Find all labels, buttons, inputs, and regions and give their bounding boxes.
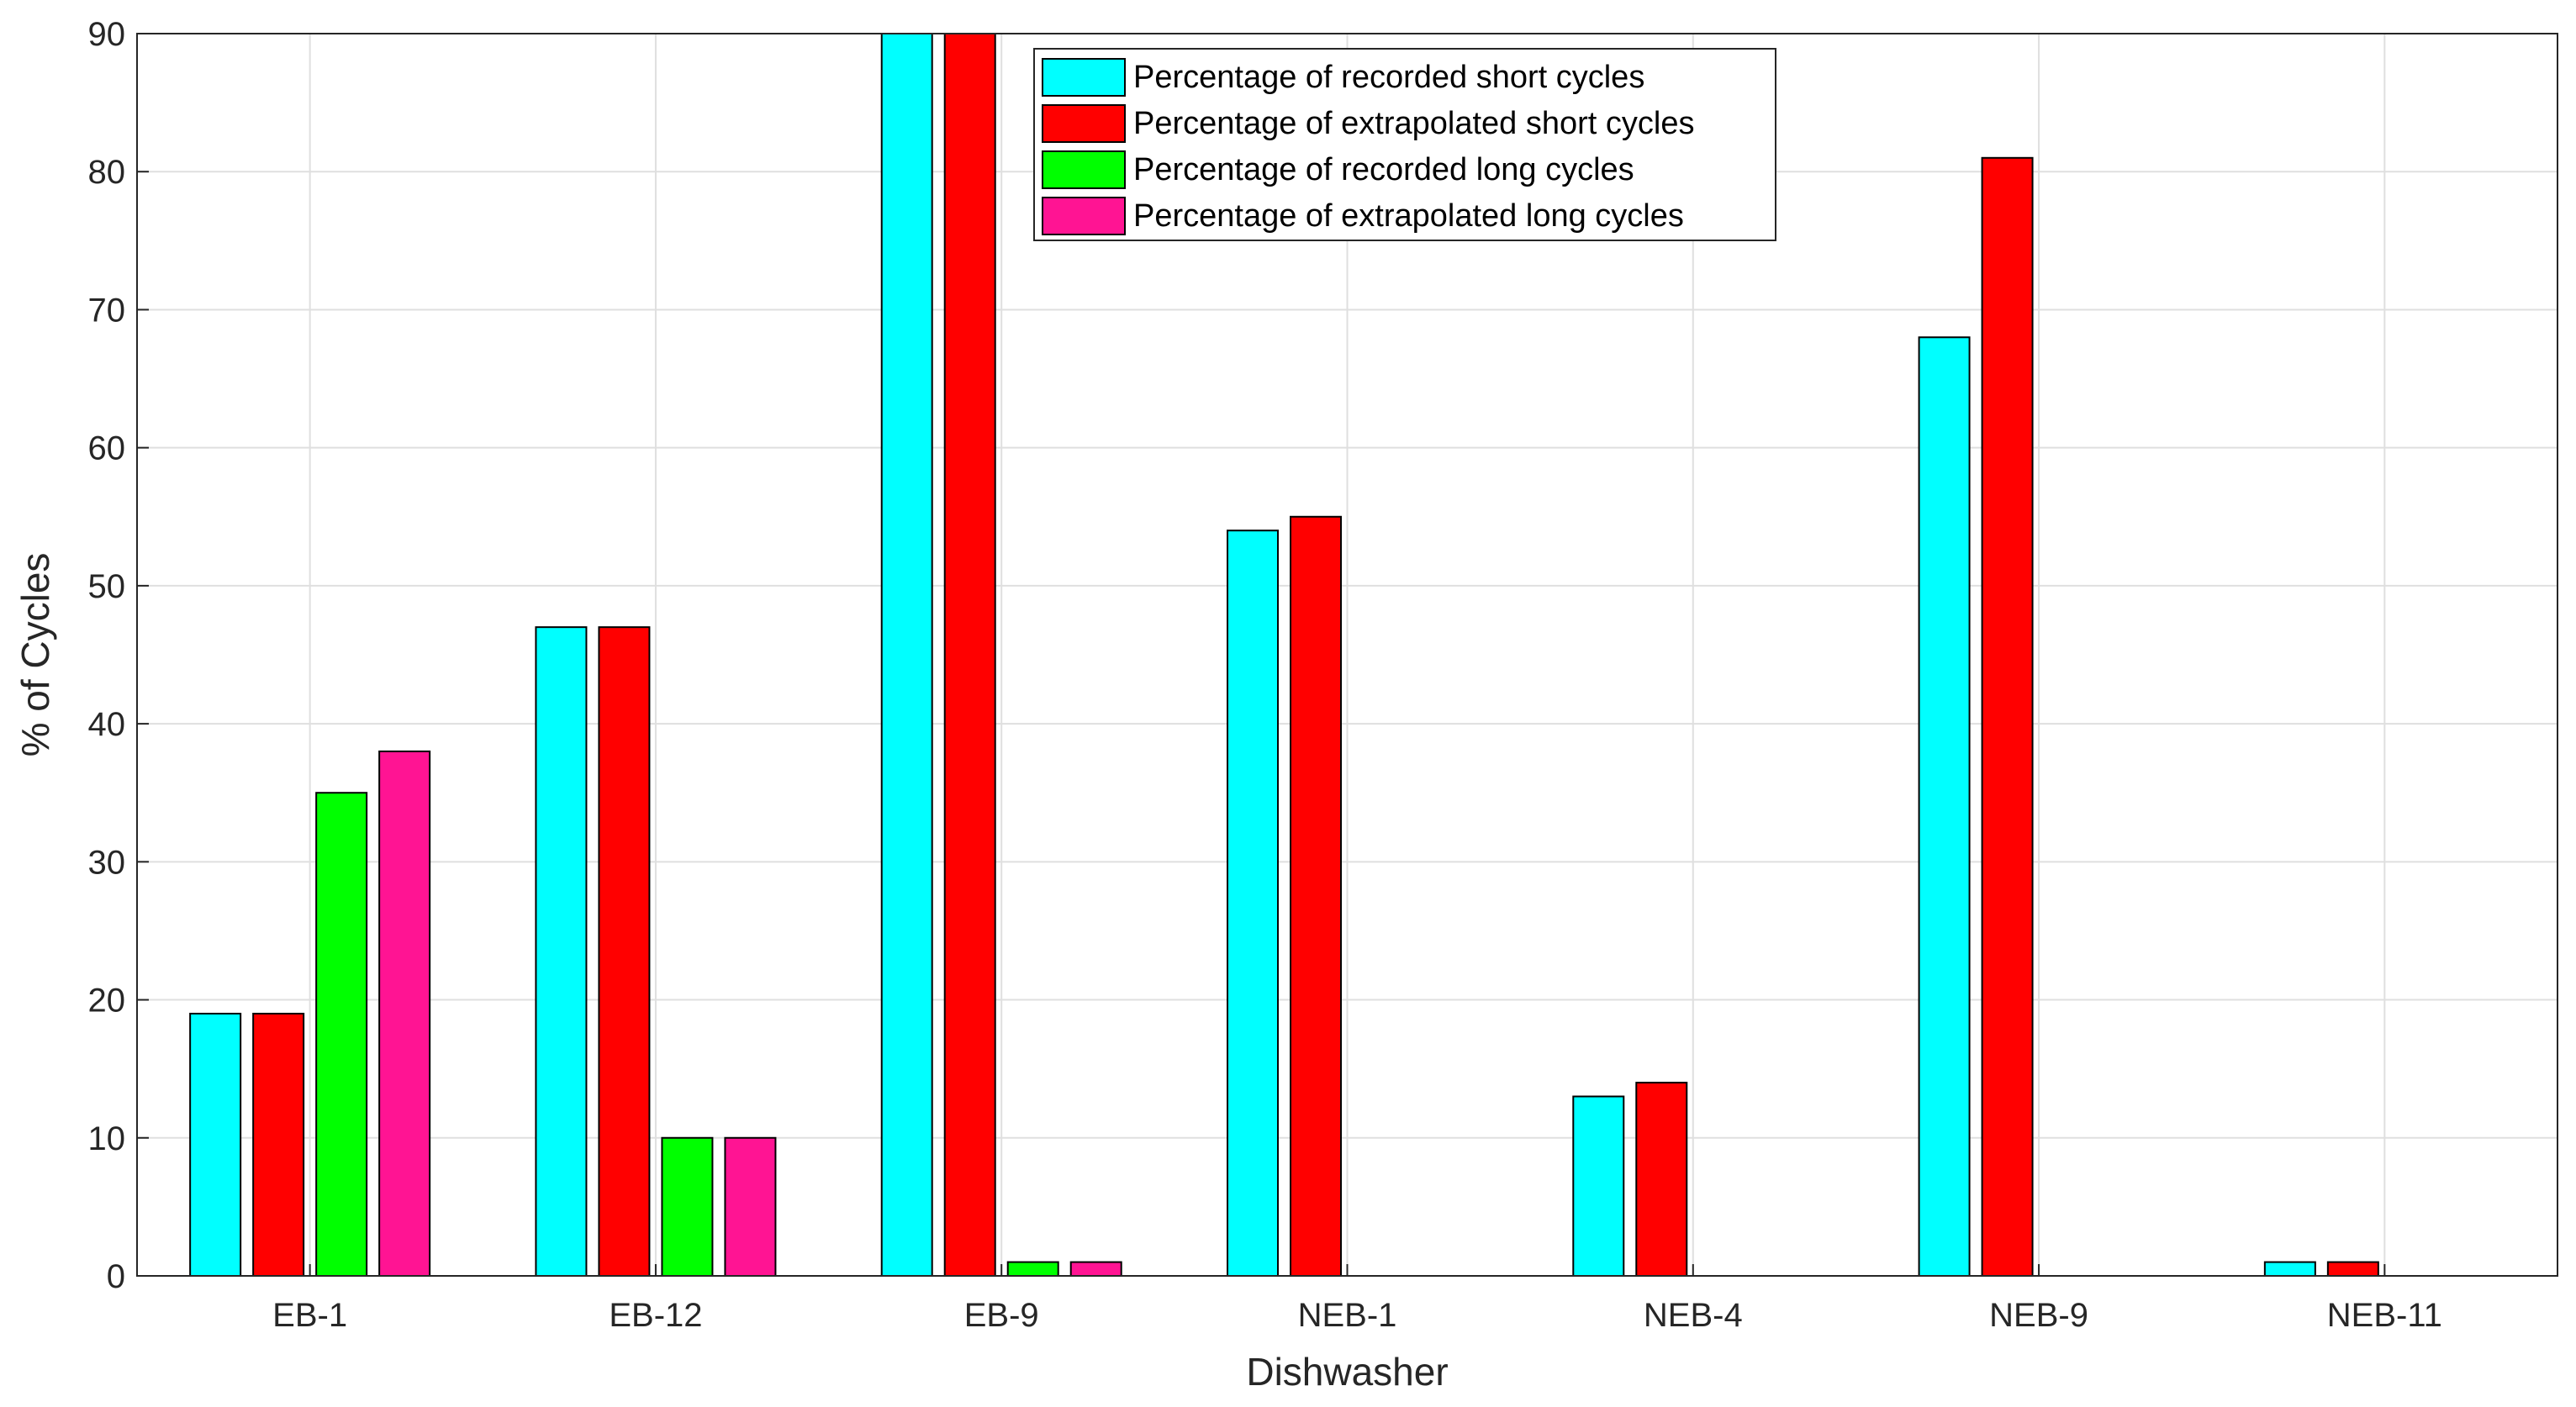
legend-swatch bbox=[1042, 104, 1126, 143]
bar-eb-9-series-4 bbox=[1069, 1261, 1122, 1277]
bar-neb-4-series-2 bbox=[1635, 1082, 1688, 1277]
y-tick-label: 10 bbox=[88, 1120, 126, 1157]
y-tick-label: 50 bbox=[88, 568, 126, 605]
bar-eb-12-series-4 bbox=[724, 1136, 777, 1278]
y-tick-label: 30 bbox=[88, 844, 126, 881]
y-tick-label: 0 bbox=[107, 1258, 125, 1295]
bar-neb-9-series-2 bbox=[1981, 156, 2034, 1277]
y-tick-label: 90 bbox=[88, 16, 126, 53]
bar-neb-11-series-1 bbox=[2263, 1261, 2316, 1277]
legend-label: Percentage of extrapolated short cycles bbox=[1133, 106, 1695, 141]
y-tick-label: 60 bbox=[88, 430, 126, 467]
bar-neb-11-series-2 bbox=[2326, 1261, 2379, 1277]
legend-label: Percentage of recorded long cycles bbox=[1133, 152, 1634, 187]
bar-neb-9-series-1 bbox=[1918, 336, 1971, 1277]
x-tick-label: NEB-4 bbox=[1644, 1297, 1743, 1334]
bars bbox=[189, 33, 2379, 1278]
bar-neb-4-series-1 bbox=[1572, 1095, 1625, 1277]
legend-label: Percentage of recorded short cycles bbox=[1133, 60, 1644, 95]
y-tick-label: 40 bbox=[88, 706, 126, 743]
legend-swatch bbox=[1042, 58, 1126, 97]
y-tick-label: 20 bbox=[88, 983, 126, 1020]
x-axis-title: Dishwasher bbox=[1246, 1350, 1448, 1394]
bar-eb-9-series-2 bbox=[943, 33, 996, 1277]
y-tick-label: 70 bbox=[88, 292, 126, 329]
x-tick-label: NEB-9 bbox=[1989, 1297, 2088, 1334]
legend-swatch bbox=[1042, 150, 1126, 189]
x-tick-label: NEB-11 bbox=[2327, 1297, 2442, 1334]
bar-eb-1-series-2 bbox=[252, 1012, 305, 1277]
legend-label: Percentage of extrapolated long cycles bbox=[1133, 198, 1684, 234]
x-tick-label: NEB-1 bbox=[1298, 1297, 1397, 1334]
bar-eb-12-series-1 bbox=[535, 626, 588, 1277]
x-tick-label: EB-9 bbox=[964, 1297, 1039, 1334]
bar-eb-12-series-2 bbox=[598, 626, 651, 1277]
legend-swatch bbox=[1042, 197, 1126, 235]
bar-eb-1-series-1 bbox=[189, 1012, 242, 1277]
y-axis-title: % of Cycles bbox=[13, 553, 57, 757]
x-tick-label: EB-1 bbox=[272, 1297, 347, 1334]
bar-neb-1-series-2 bbox=[1290, 515, 1342, 1277]
bar-eb-12-series-3 bbox=[661, 1136, 714, 1278]
y-tick-label: 80 bbox=[88, 154, 126, 191]
legend-box bbox=[1033, 48, 1776, 241]
axis-ticks: 0 10 20 30 40 50 60 70 80 90 EB-1 EB-12 EB-9 NEB-1 NEB… bbox=[88, 16, 2442, 1334]
bar-eb-1-series-3 bbox=[315, 792, 368, 1277]
bar-eb-9-series-3 bbox=[1006, 1261, 1059, 1277]
legend: Percentage of recorded short cycles Perce… bbox=[1033, 48, 1776, 241]
bar-neb-1-series-1 bbox=[1227, 530, 1279, 1277]
bar-eb-9-series-1 bbox=[880, 33, 933, 1277]
x-tick-label: EB-12 bbox=[609, 1297, 702, 1334]
bar-eb-1-series-4 bbox=[378, 750, 431, 1277]
